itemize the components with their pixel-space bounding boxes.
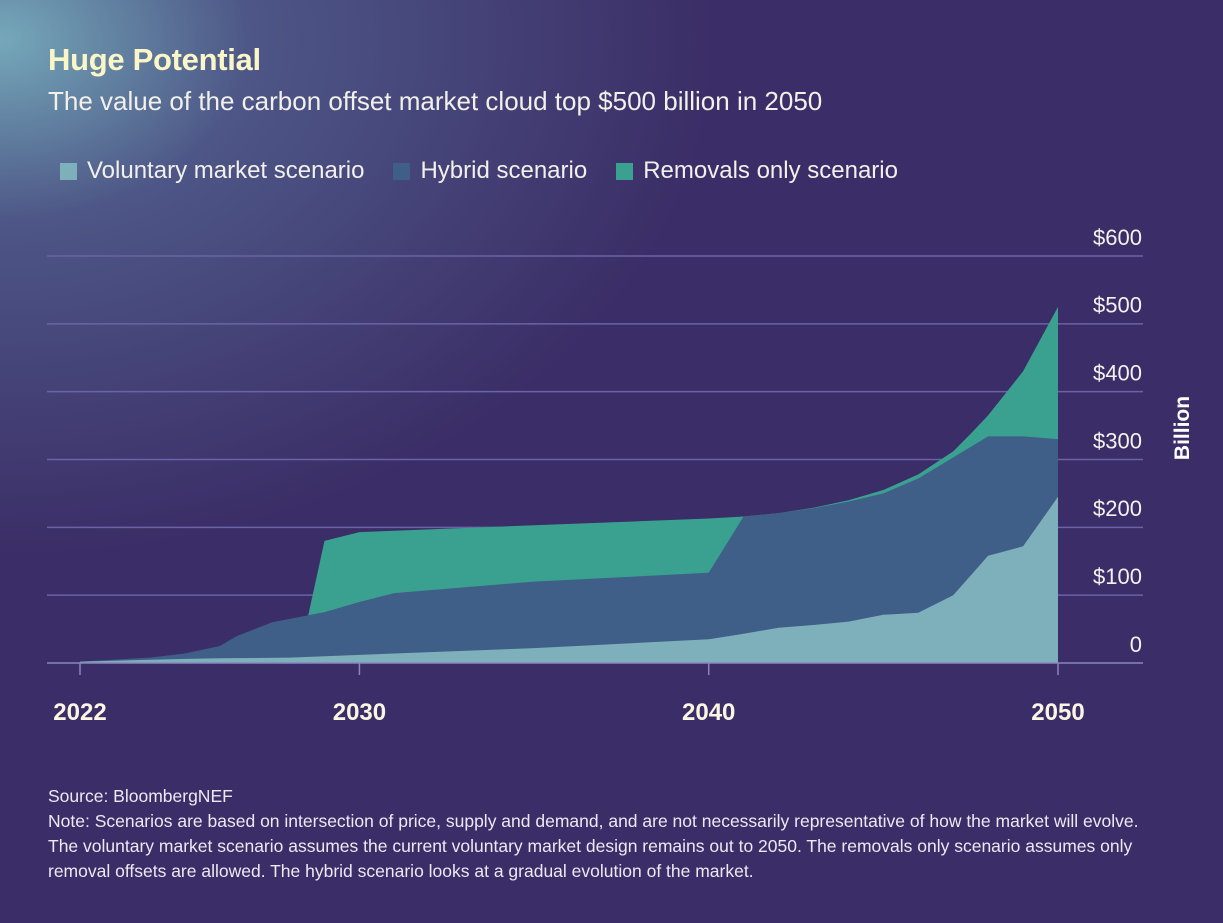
series-areas (80, 306, 1058, 663)
legend-label-hybrid: Hybrid scenario (420, 157, 588, 184)
area-voluntary (80, 496, 1058, 663)
y-tick-label-200: $200 (1093, 496, 1142, 521)
chart-footer: Source: BloombergNEF Note: Scenarios are… (48, 784, 1158, 884)
y-tick-label-0: 0 (1130, 632, 1142, 657)
legend: Voluntary market scenario Hybrid scenari… (60, 157, 927, 185)
area-hybrid (80, 436, 1058, 663)
y-tick-label-500: $500 (1093, 293, 1142, 318)
legend-item-removals: Removals only scenario (616, 157, 898, 185)
legend-label-voluntary: Voluntary market scenario (87, 157, 365, 184)
legend-swatch-voluntary (60, 162, 77, 180)
legend-label-removals: Removals only scenario (643, 157, 898, 184)
x-tick-label-2030: 2030 (333, 699, 386, 726)
legend-item-hybrid: Hybrid scenario (393, 157, 587, 185)
legend-item-voluntary: Voluntary market scenario (60, 157, 364, 185)
x-tick-label-2040: 2040 (682, 699, 735, 726)
source-text: Source: BloombergNEF (48, 786, 233, 806)
legend-swatch-removals (616, 162, 634, 180)
y-tick-label-400: $400 (1093, 360, 1142, 385)
chart-title: Huge Potential (48, 42, 261, 77)
y-axis-unit-label: Billion (1171, 395, 1194, 461)
x-tick-label-2022: 2022 (53, 699, 106, 726)
legend-swatch-hybrid (393, 162, 411, 180)
y-tick-label-600: $600 (1093, 225, 1142, 250)
axes: 0 $100 $200 $300 $400 $500 $600 2022 2030 2040 205… (47, 225, 1143, 726)
note-text: Note: Scenarios are based on intersectio… (48, 811, 1139, 881)
y-tick-label-300: $300 (1093, 428, 1142, 453)
y-tick-label-100: $100 (1093, 564, 1142, 589)
x-tick-label-2050: 2050 (1031, 699, 1084, 726)
chart-subtitle: The value of the carbon offset market cl… (48, 86, 823, 116)
